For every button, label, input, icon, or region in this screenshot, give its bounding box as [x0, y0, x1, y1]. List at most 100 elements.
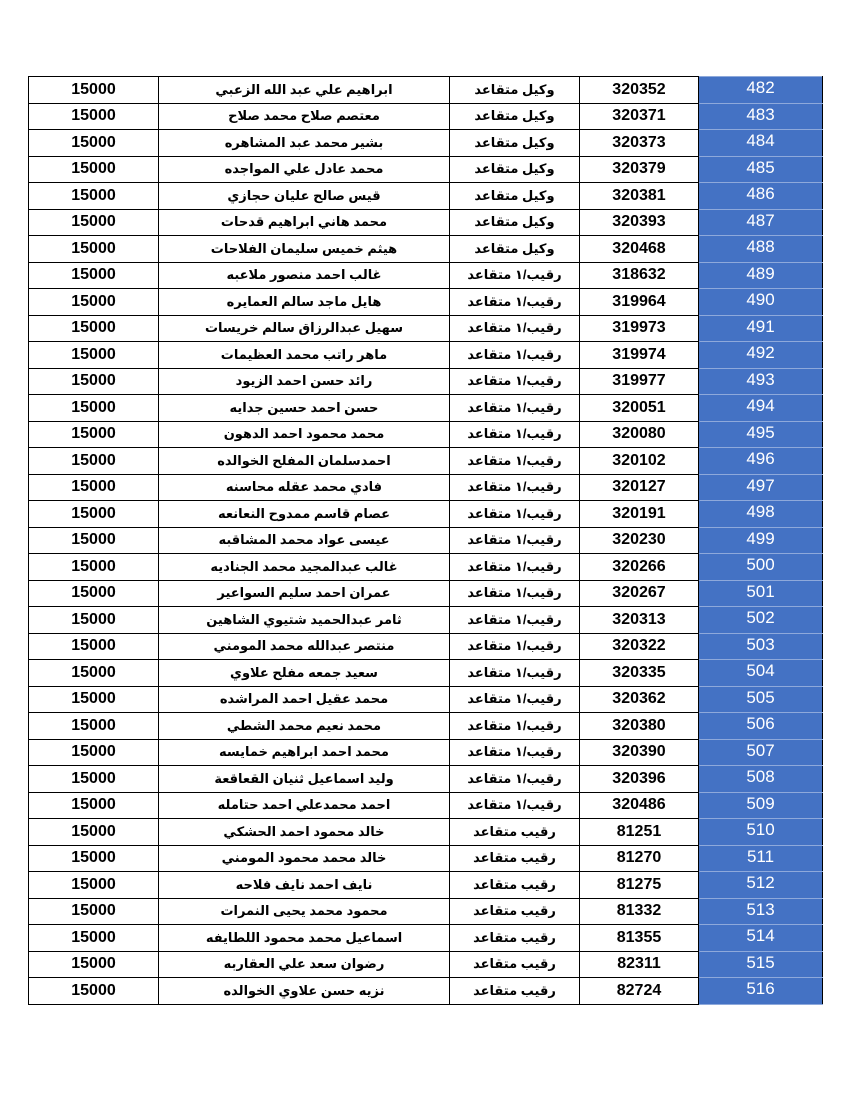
table-row: 15000 سهيل عبدالرزاق سالم خريسات رقيب/١ مت…: [28, 314, 823, 342]
name-cell: رضوان سعد علي العقاربه: [158, 950, 450, 978]
name-cell: ماهر راتب محمد العظيمات: [158, 341, 450, 369]
rank-cell: رقيب/١ متقاعد: [449, 447, 580, 475]
rank-cell: رقيب/١ متقاعد: [449, 288, 580, 316]
index-cell: 486: [698, 182, 823, 210]
name-cell: محمد هاني ابراهيم قدحات: [158, 208, 450, 236]
table-row: 15000 عمران احمد سليم السواعير رقيب/١ متقا…: [28, 579, 823, 607]
id-cell: 320396: [579, 765, 699, 793]
amount-cell: 15000: [28, 102, 159, 130]
id-cell: 319974: [579, 341, 699, 369]
rank-cell: رقيب متقاعد: [449, 897, 580, 925]
amount-cell: 15000: [28, 685, 159, 713]
table-row: 15000 نزيه حسن علاوي الخوالده رقيب متقاعد 8…: [28, 977, 823, 1005]
name-cell: عمران احمد سليم السواعير: [158, 579, 450, 607]
index-cell: 483: [698, 102, 823, 130]
rank-cell: وكيل متقاعد: [449, 76, 580, 104]
name-cell: غالب احمد منصور ملاعبه: [158, 261, 450, 289]
rank-cell: وكيل متقاعد: [449, 208, 580, 236]
retirees-table: 15000 ابراهيم علي عبد الله الزعبي وكيل متق…: [28, 76, 823, 1005]
index-cell: 505: [698, 685, 823, 713]
table-row: 15000 محمد محمود احمد الدهون رقيب/١ متقاعد…: [28, 420, 823, 448]
amount-cell: 15000: [28, 897, 159, 925]
id-cell: 81275: [579, 871, 699, 899]
table-body: 15000 ابراهيم علي عبد الله الزعبي وكيل متق…: [28, 76, 823, 1005]
rank-cell: رقيب متقاعد: [449, 871, 580, 899]
index-cell: 491: [698, 314, 823, 342]
id-cell: 81270: [579, 844, 699, 872]
name-cell: سهيل عبدالرزاق سالم خريسات: [158, 314, 450, 342]
id-cell: 81332: [579, 897, 699, 925]
rank-cell: رقيب/١ متقاعد: [449, 553, 580, 581]
id-cell: 320393: [579, 208, 699, 236]
id-cell: 320486: [579, 791, 699, 819]
amount-cell: 15000: [28, 579, 159, 607]
id-cell: 319964: [579, 288, 699, 316]
table-row: 15000 رائد حسن احمد الزيود رقيب/١ متقاعد 31…: [28, 367, 823, 395]
rank-cell: رقيب/١ متقاعد: [449, 341, 580, 369]
index-cell: 508: [698, 765, 823, 793]
index-cell: 509: [698, 791, 823, 819]
amount-cell: 15000: [28, 155, 159, 183]
name-cell: محمد عادل علي المواجده: [158, 155, 450, 183]
name-cell: سعيد جمعه مفلح علاوي: [158, 659, 450, 687]
rank-cell: رقيب/١ متقاعد: [449, 314, 580, 342]
amount-cell: 15000: [28, 447, 159, 475]
index-cell: 490: [698, 288, 823, 316]
table-row: 15000 بشير محمد عبد المشاهره وكيل متقاعد 32…: [28, 129, 823, 157]
amount-cell: 15000: [28, 765, 159, 793]
rank-cell: رقيب/١ متقاعد: [449, 579, 580, 607]
amount-cell: 15000: [28, 950, 159, 978]
table-row: 15000 محمود محمد يحيى النمرات رقيب متقاعد 8…: [28, 897, 823, 925]
id-cell: 320127: [579, 473, 699, 501]
table-row: 15000 فادي محمد عقله محاسنه رقيب/١ متقاعد 3…: [28, 473, 823, 501]
id-cell: 320266: [579, 553, 699, 581]
amount-cell: 15000: [28, 394, 159, 422]
rank-cell: وكيل متقاعد: [449, 235, 580, 263]
index-cell: 488: [698, 235, 823, 263]
name-cell: محمد محمود احمد الدهون: [158, 420, 450, 448]
index-cell: 496: [698, 447, 823, 475]
amount-cell: 15000: [28, 235, 159, 263]
rank-cell: رقيب متقاعد: [449, 977, 580, 1005]
amount-cell: 15000: [28, 526, 159, 554]
index-cell: 494: [698, 394, 823, 422]
name-cell: منتصر عبدالله محمد المومني: [158, 632, 450, 660]
index-cell: 498: [698, 500, 823, 528]
name-cell: خالد محمود احمد الحشكي: [158, 818, 450, 846]
id-cell: 320362: [579, 685, 699, 713]
table-row: 15000 محمد عادل علي المواجده وكيل متقاعد 32…: [28, 155, 823, 183]
rank-cell: رقيب/١ متقاعد: [449, 261, 580, 289]
index-cell: 493: [698, 367, 823, 395]
amount-cell: 15000: [28, 844, 159, 872]
rank-cell: رقيب/١ متقاعد: [449, 712, 580, 740]
index-cell: 492: [698, 341, 823, 369]
name-cell: ثامر عبدالحميد شتيوي الشاهين: [158, 606, 450, 634]
rank-cell: وكيل متقاعد: [449, 155, 580, 183]
index-cell: 502: [698, 606, 823, 634]
table-row: 15000 عصام قاسم ممدوح النعانعه رقيب/١ متقا…: [28, 500, 823, 528]
index-cell: 506: [698, 712, 823, 740]
amount-cell: 15000: [28, 712, 159, 740]
table-row: 15000 معتصم صلاح محمد صلاح وكيل متقاعد 3203…: [28, 102, 823, 130]
amount-cell: 15000: [28, 341, 159, 369]
name-cell: محمد نعيم محمد الشطي: [158, 712, 450, 740]
name-cell: غالب عبدالمجيد محمد الجناديه: [158, 553, 450, 581]
table-row: 15000 هايل ماجد سالم العمايره رقيب/١ متقاع…: [28, 288, 823, 316]
table-row: 15000 محمد احمد ابراهيم خمايسه رقيب/١ متقا…: [28, 738, 823, 766]
rank-cell: رقيب/١ متقاعد: [449, 791, 580, 819]
table-row: 15000 محمد نعيم محمد الشطي رقيب/١ متقاعد 32…: [28, 712, 823, 740]
index-cell: 495: [698, 420, 823, 448]
table-row: 15000 منتصر عبدالله محمد المومني رقيب/١ مت…: [28, 632, 823, 660]
rank-cell: رقيب/١ متقاعد: [449, 606, 580, 634]
amount-cell: 15000: [28, 420, 159, 448]
name-cell: هيثم خميس سليمان الفلاحات: [158, 235, 450, 263]
rank-cell: رقيب/١ متقاعد: [449, 420, 580, 448]
rank-cell: رقيب متقاعد: [449, 818, 580, 846]
index-cell: 504: [698, 659, 823, 687]
index-cell: 514: [698, 924, 823, 952]
id-cell: 320267: [579, 579, 699, 607]
rank-cell: وكيل متقاعد: [449, 129, 580, 157]
index-cell: 511: [698, 844, 823, 872]
rank-cell: رقيب/١ متقاعد: [449, 659, 580, 687]
id-cell: 320373: [579, 129, 699, 157]
